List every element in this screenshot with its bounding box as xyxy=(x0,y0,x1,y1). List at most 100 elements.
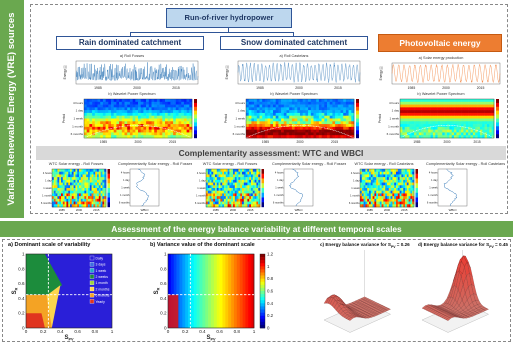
wtc-cell xyxy=(66,204,69,208)
wtc-cell xyxy=(218,185,221,189)
wtc-cell xyxy=(225,190,228,194)
wps-cell xyxy=(92,99,96,103)
wtc-cell xyxy=(383,188,386,192)
wps-cell xyxy=(348,124,352,128)
wps-cell xyxy=(477,126,481,130)
wtc-cell xyxy=(209,174,212,178)
wps-cell xyxy=(479,99,483,103)
wtc-cell xyxy=(62,196,65,200)
wps-cell xyxy=(348,129,352,133)
wtc-cell xyxy=(66,179,69,183)
wtc-cell xyxy=(405,179,408,183)
wps-cell xyxy=(451,104,455,108)
wps-cell xyxy=(432,115,436,119)
wtc-cell xyxy=(88,182,91,186)
wps-cell xyxy=(108,124,112,128)
wtc-cell xyxy=(97,174,100,178)
wtc-cell xyxy=(392,196,395,200)
wps-cell xyxy=(167,121,171,125)
wtc-cell xyxy=(381,193,384,197)
wtc-cell xyxy=(55,177,58,181)
wps-cell xyxy=(351,104,355,108)
wtc-cell xyxy=(412,169,415,173)
wps-cell xyxy=(135,121,139,125)
wtc-cell xyxy=(363,171,366,175)
wtc-cell xyxy=(360,179,363,183)
wps-cell xyxy=(482,101,485,105)
wps-cell xyxy=(321,121,325,125)
wps-cell xyxy=(165,110,168,114)
wtc-cell xyxy=(79,204,82,208)
wps-cell xyxy=(173,104,177,108)
wtc-cell xyxy=(220,177,223,181)
variance-band xyxy=(199,254,203,328)
wps-cell xyxy=(89,107,93,111)
wtc-cell xyxy=(209,169,212,173)
wps-cell xyxy=(329,124,333,128)
wtc-cell xyxy=(224,171,227,175)
colorbar-cell xyxy=(261,197,264,203)
wps-cell xyxy=(111,99,114,103)
wps-cell xyxy=(430,101,434,105)
period-tick: 4 hours xyxy=(389,101,400,105)
year-tick: 2000 xyxy=(296,140,303,144)
wps-cell xyxy=(259,99,263,103)
wtc-cell xyxy=(52,201,55,205)
wtc-cell xyxy=(370,196,373,200)
wps-cell xyxy=(449,129,452,133)
wtc-cell xyxy=(233,193,236,197)
wps-cell xyxy=(400,107,403,111)
series-line xyxy=(391,63,501,83)
wps-cell xyxy=(454,124,457,128)
wps-cell xyxy=(348,104,352,108)
wps-cell xyxy=(148,124,152,128)
wtc-cell xyxy=(229,179,232,183)
wps-cell xyxy=(89,99,93,103)
wps-cell xyxy=(283,118,287,122)
wtc-cell xyxy=(209,171,212,175)
wtc-cell xyxy=(233,171,236,175)
wps-cell xyxy=(100,118,104,122)
wtc-cell xyxy=(80,171,83,175)
wtc-cell xyxy=(102,190,105,194)
wps-cell xyxy=(275,126,279,130)
wtc-cell xyxy=(392,185,395,189)
wps-cell xyxy=(173,135,177,139)
wps-cell xyxy=(178,107,182,111)
wps-cell xyxy=(321,129,325,133)
wtc-cell xyxy=(251,169,254,173)
wps-cell xyxy=(100,126,104,130)
wtc-cell xyxy=(62,198,65,202)
wtc-cell xyxy=(64,171,67,175)
plot-frame xyxy=(399,98,495,139)
wtc-cell xyxy=(403,198,406,202)
wps-cell xyxy=(183,101,187,105)
wps-cell xyxy=(313,135,317,139)
wtc-cell xyxy=(207,179,210,183)
wtc-cell xyxy=(390,190,393,194)
wps-cell xyxy=(421,107,424,111)
wps-cell xyxy=(343,107,347,111)
wtc-cell xyxy=(80,185,83,189)
wtc-cell xyxy=(80,204,83,208)
wps-cell xyxy=(308,110,312,114)
wps-cell xyxy=(156,121,160,125)
wps-cell xyxy=(345,129,349,133)
wps-cell xyxy=(246,118,249,122)
wps-cell xyxy=(275,99,279,103)
colorbar-cell xyxy=(260,278,265,283)
wps-cell xyxy=(251,115,255,119)
wps-cell xyxy=(94,132,98,136)
wps-cell xyxy=(348,110,352,114)
wps-cell xyxy=(278,101,282,105)
wtc-cell xyxy=(376,196,379,200)
variance-band xyxy=(202,254,206,328)
wps-cell xyxy=(468,99,471,103)
wtc-cell xyxy=(55,201,58,205)
wps-cell xyxy=(449,104,452,108)
wps-cell xyxy=(132,121,136,125)
wps-cell xyxy=(305,101,309,105)
wps-cell xyxy=(262,115,266,119)
wtc-cell xyxy=(399,174,402,178)
